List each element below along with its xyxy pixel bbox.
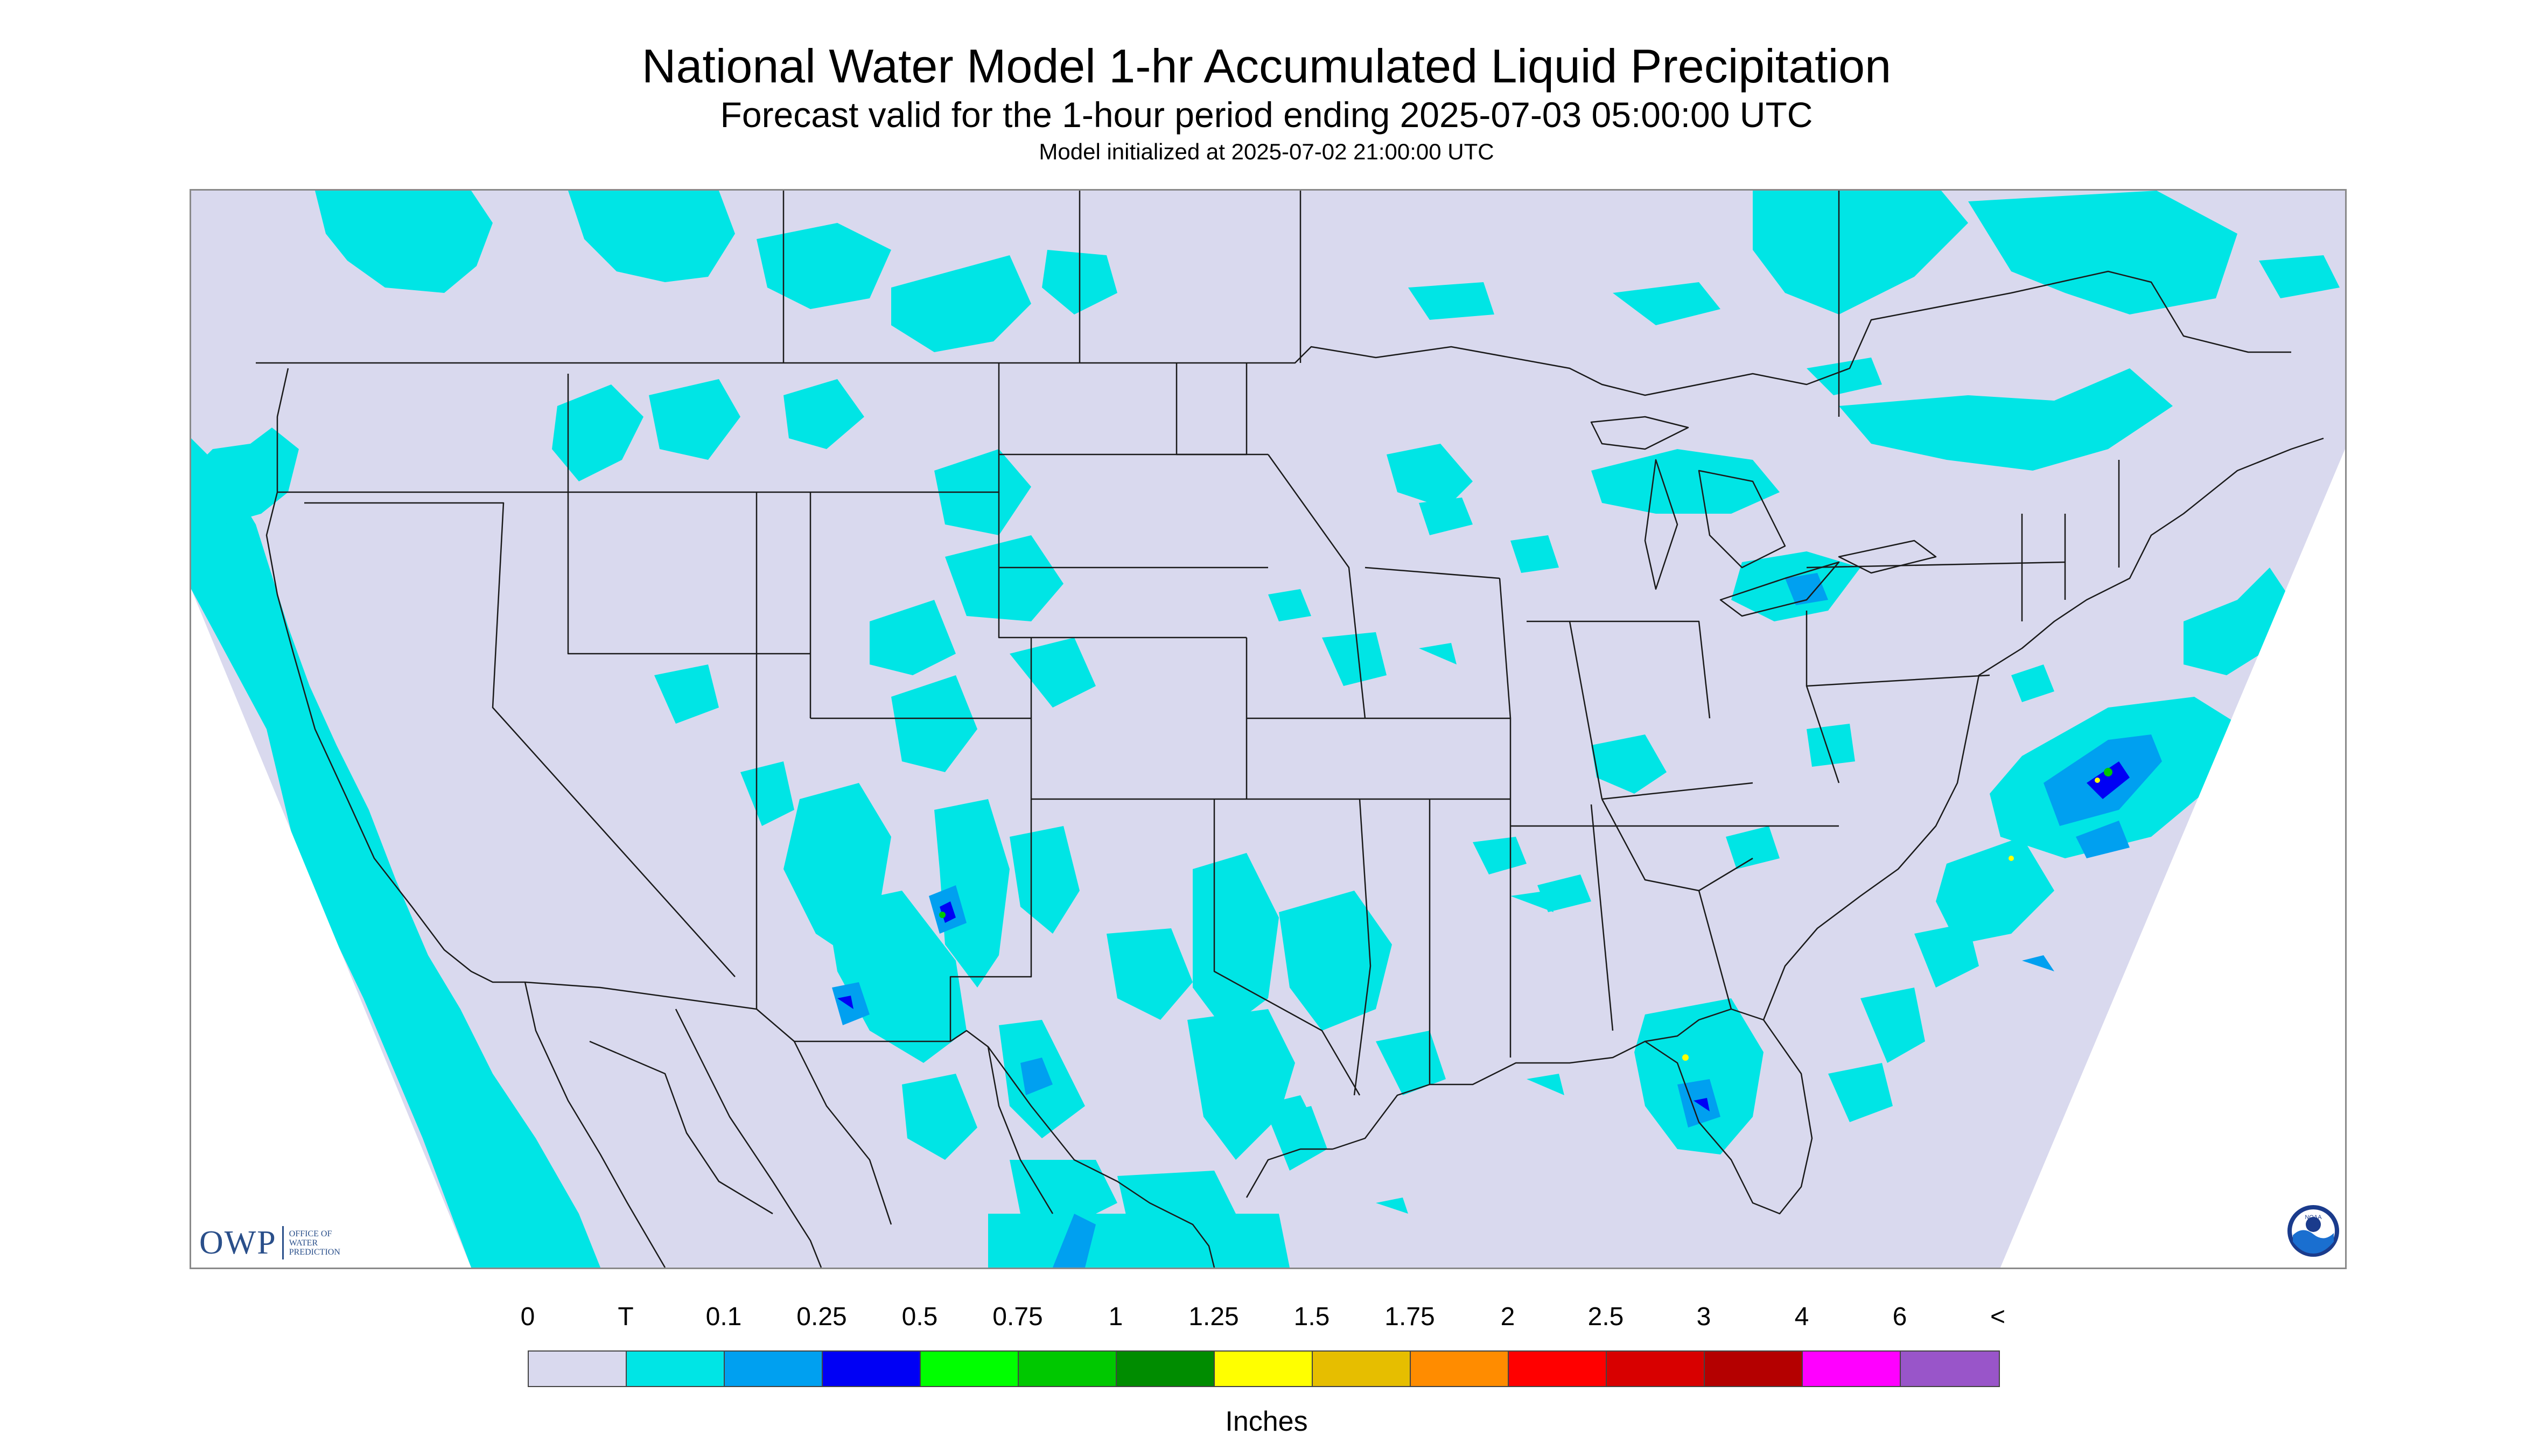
map-subtitle: Forecast valid for the 1-hour period end… [720,95,1813,135]
legend-units: Inches [1225,1406,1308,1437]
noaa-logo: NOAA [2287,1205,2339,1257]
legend-tick-label: 0.1 [705,1303,742,1331]
legend-tick-label: 2.5 [1587,1303,1624,1331]
legend-tick-label: 0.75 [992,1303,1043,1331]
precip-pacific-nw [191,428,299,524]
outside-domain-right [2000,449,2345,1268]
legend-swatch-10 [1509,1352,1607,1386]
owp-logo: OWP OFFICE OF WATER PREDICTION [199,1221,340,1264]
legend-swatch-13 [1803,1352,1901,1386]
legend-tick-label: 6 [1892,1303,1907,1331]
precip-canada [315,191,2340,471]
legend-color-bar [528,1350,2000,1387]
precipitation-map [190,189,2347,1269]
legend-tick-label: 1 [1108,1303,1123,1331]
map-title: National Water Model 1-hr Accumulated Li… [641,39,1892,93]
outside-domain-left [191,589,471,1268]
legend-tick-label: T [618,1303,634,1331]
legend-swatch-12 [1705,1352,1803,1386]
legend-tick-label: 1.75 [1384,1303,1435,1331]
legend-swatch-2 [725,1352,823,1386]
legend-swatch-11 [1607,1352,1705,1386]
legend-swatch-9 [1411,1352,1509,1386]
map-boundaries [256,191,2324,1268]
precip-great-lakes [1268,444,1860,794]
legend-tick-label: 4 [1794,1303,1809,1331]
legend-tick-label: 2 [1500,1303,1515,1331]
legend-swatch-3 [823,1352,921,1386]
legend-tick-label: 1.25 [1188,1303,1239,1331]
legend-swatch-7 [1215,1352,1313,1386]
precip-intense-cells [939,768,2112,1061]
legend-swatch-14 [1901,1352,1999,1386]
legend-swatch-6 [1117,1352,1215,1386]
legend-swatch-0 [529,1352,627,1386]
legend-tick-labels: 0 T 0.1 0.25 0.5 0.75 1 1.25 1.5 1.75 2 2.5 3 4 6 < [0,1302,2533,1340]
owp-divider [282,1226,284,1259]
legend-tick-label: 1.5 [1293,1303,1330,1331]
model-init-line: Model initialized at 2025-07-02 21:00:00… [1039,139,1494,164]
legend-swatch-5 [1019,1352,1117,1386]
legend-tick-label: < [1990,1303,2006,1331]
legend-swatch-4 [921,1352,1019,1386]
legend-tick-label: 0 [520,1303,535,1331]
legend-swatch-8 [1313,1352,1411,1386]
legend-tick-label: 3 [1696,1303,1711,1331]
model-domain [191,191,2345,1268]
legend-swatch-1 [627,1352,725,1386]
svg-text:NOAA: NOAA [2305,1214,2322,1221]
legend-tick-label: 0.5 [901,1303,938,1331]
owp-abbrev: OWP [199,1224,277,1261]
legend-tick-label: 0.25 [796,1303,847,1331]
owp-full-name: OFFICE OF WATER PREDICTION [289,1229,340,1257]
precip-pacific [191,438,600,1268]
